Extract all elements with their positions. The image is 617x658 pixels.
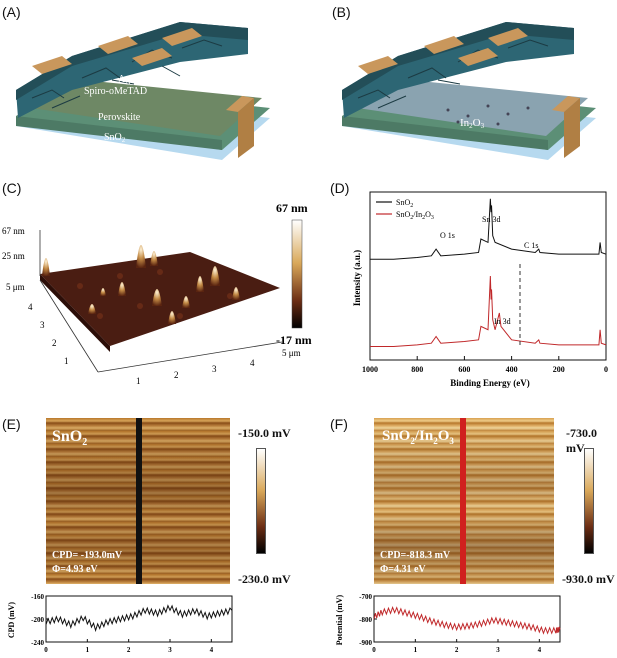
- colorbar-max-f: -730.0 mV: [566, 426, 597, 455]
- panel-c-label: (C): [2, 180, 22, 196]
- colorbar-min-e: -230.0 mV: [238, 572, 291, 586]
- profile-series-1: [45, 604, 233, 633]
- z-mid-label: 25 nm: [2, 251, 25, 261]
- panel-a-label: (A): [2, 4, 21, 20]
- layer-perovskite: Perovskite: [98, 112, 141, 123]
- legend-series-1: SnO2: [396, 198, 413, 209]
- z-top-label: 67 nm: [2, 226, 25, 236]
- xps-x-tick-label: 200: [553, 365, 565, 374]
- profile-x-tick-label: 3: [496, 646, 500, 654]
- layer-sno2: SnO: [104, 132, 122, 143]
- profile-x-tick-label: 0: [44, 646, 48, 654]
- profile-x-tick-label: 1: [86, 646, 90, 654]
- kpfm-map-e: SnO2 CPD= -193.0mV Φ=4.93 eV: [46, 418, 230, 584]
- y-tick-2: 2: [52, 338, 57, 348]
- profile-y-tick-label: -900: [359, 639, 372, 647]
- phi-value-f: Φ=4.31 eV: [380, 564, 426, 575]
- profile-series-2: [373, 606, 561, 635]
- profile-y-tick-label: -800: [359, 616, 372, 624]
- profile-x-tick-label: 2: [455, 646, 459, 654]
- profile-x-tick-label: 4: [538, 646, 542, 654]
- profile-x-tick-label: 1: [414, 646, 418, 654]
- afm-3d-map: 67 nm 25 nm 5 μm 4 3 2 1 1 2 3 4 5 μm 67…: [2, 201, 312, 386]
- map-title-f: SnO2/In2O3: [382, 428, 454, 446]
- xps-series-1: [370, 198, 607, 260]
- cpd-e-ylabel: CPD (mV): [7, 602, 16, 639]
- layer-in2o3: In2O3: [460, 117, 485, 130]
- xps-ylabel: Intensity (a.u.): [352, 250, 362, 306]
- xps-chart: 1000 800 600 400 200 0 SnO2 SnO2/In2O3 O 1s S…: [352, 191, 608, 388]
- xps-x-tick-label: 600: [458, 365, 470, 374]
- cpd-f-ylabel: Potential (mV): [335, 594, 344, 645]
- layer-ag: Ag: [118, 74, 130, 85]
- x-tick-4: 4: [250, 358, 255, 368]
- profile-x-tick-label: 0: [372, 646, 376, 654]
- y-tick-3: 3: [40, 320, 45, 330]
- layer-spiro: Spiro-oMeTAD: [84, 86, 147, 97]
- profile-x-tick-label: 4: [210, 646, 214, 654]
- x-tick-2: 2: [174, 370, 179, 380]
- colorbar-e: [256, 448, 266, 554]
- y-unit-label: 5 μm: [6, 282, 25, 292]
- xps-x-tick-label: 0: [604, 365, 608, 374]
- profile-x-tick-label: 3: [168, 646, 172, 654]
- x-tick-3: 3: [212, 364, 217, 374]
- x-unit-label: 5 μm: [282, 348, 301, 358]
- annotation-c1s: C 1s: [524, 241, 538, 250]
- device-stack-b: In2O3: [342, 22, 596, 160]
- line-scan-marker-e: [136, 418, 142, 584]
- panel-b-label: (B): [332, 4, 351, 20]
- cpd-profile-f: 0 1 2 3 4 -700 -800 -900 Potential (mV): [335, 593, 561, 654]
- panel-d-label: (D): [330, 180, 350, 196]
- colorbar-max-e: -150.0 mV: [238, 426, 291, 440]
- profile-y-tick-label: -700: [359, 593, 372, 601]
- x-tick-1: 1: [136, 376, 141, 386]
- xps-x-tick-label: 400: [506, 365, 518, 374]
- profile-y-tick-label: -160: [31, 593, 44, 601]
- xps-xlabel: Binding Energy (eV): [450, 378, 530, 388]
- cpd-value-e: CPD= -193.0mV: [52, 550, 123, 561]
- kpfm-map-f: SnO2/In2O3 CPD=-818.3 mV Φ=4.31 eV: [374, 418, 554, 584]
- cpd-profile-e: 0 1 2 3 4 -160 -200 -240 CPD (mV): [7, 593, 233, 654]
- xps-x-tick-label: 1000: [362, 365, 378, 374]
- y-tick-4: 4: [28, 302, 33, 312]
- legend-series-2: SnO2/In2O3: [396, 210, 434, 221]
- panel-f-label: (F): [330, 416, 348, 432]
- xps-series-2: [370, 275, 607, 348]
- profile-x-tick-label: 2: [127, 646, 131, 654]
- phi-value-e: Φ=4.93 eV: [52, 564, 98, 575]
- layer-ito: ITO: [106, 144, 122, 155]
- afm-colorbar: [291, 219, 303, 329]
- line-scan-marker-f: [460, 418, 466, 584]
- annotation-in3d: In 3d: [494, 317, 511, 326]
- cpd-value-f: CPD=-818.3 mV: [380, 550, 451, 561]
- svg-text:SnO2: SnO2: [104, 132, 126, 144]
- device-stack-a: Ag Spiro-oMeTAD Perovskite SnO2 ITO: [16, 22, 270, 160]
- colorbar-min-f: -930.0 mV: [562, 572, 615, 586]
- annotation-sn3d: Sn 3d: [482, 215, 500, 224]
- afm-scale-min: -17 nm: [276, 333, 312, 347]
- colorbar-f: [584, 448, 594, 554]
- panel-e-label: (E): [2, 416, 21, 432]
- annotation-o1s: O 1s: [440, 231, 455, 240]
- profile-y-tick-label: -200: [31, 616, 44, 624]
- profile-y-tick-label: -240: [31, 639, 44, 647]
- y-tick-1: 1: [64, 356, 69, 366]
- xps-x-tick-label: 800: [411, 365, 423, 374]
- afm-scale-max: 67 nm: [276, 201, 308, 215]
- map-title-e: SnO2: [52, 428, 88, 449]
